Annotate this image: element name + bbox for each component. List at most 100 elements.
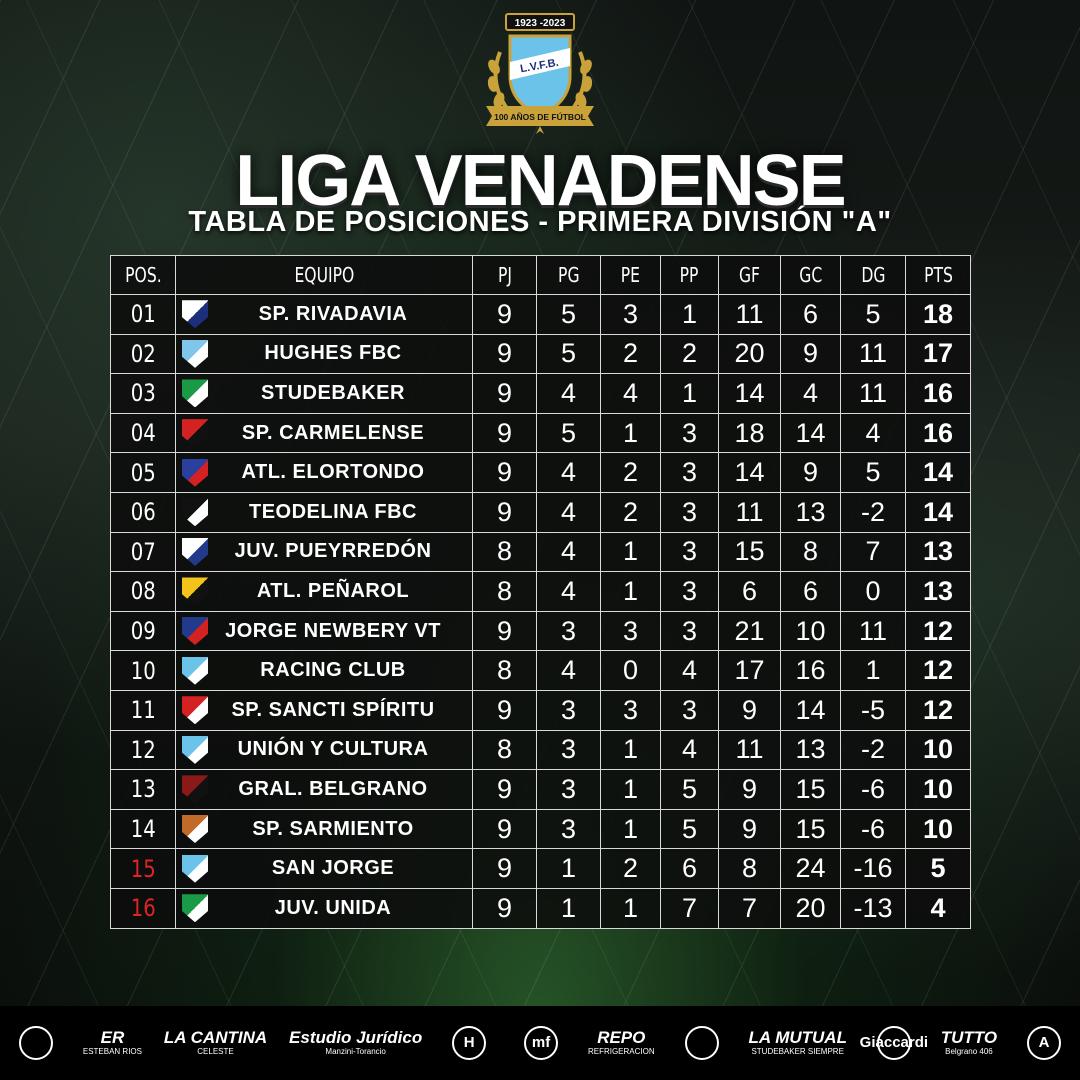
goals-against-cell: 6 xyxy=(780,571,841,612)
sponsor-name: ER xyxy=(100,1028,125,1048)
won-cell: 3 xyxy=(536,610,601,652)
sponsor-tagline: STUDEBAKER SIEMPRE xyxy=(751,1046,844,1056)
goals-against-cell: 15 xyxy=(780,808,841,850)
team-name: SAN JORGE xyxy=(271,857,395,880)
played-cell: 9 xyxy=(472,689,537,731)
goal-difference-cell: -6 xyxy=(840,808,906,850)
team-name: JORGE NEWBERY VT xyxy=(225,619,441,642)
table-row: 03 STUDEBAKER 9 4 4 1 14 4 11 16 xyxy=(110,373,971,414)
drawn-cell: 2 xyxy=(600,491,661,533)
drawn-cell: 1 xyxy=(600,729,661,771)
points-cell: 10 xyxy=(905,729,971,771)
played-cell: 9 xyxy=(472,769,537,810)
points-cell: 10 xyxy=(905,808,971,850)
team-cell: ATL. ELORTONDO xyxy=(175,452,473,493)
position-cell: 01 xyxy=(110,294,176,335)
position-number: 07 xyxy=(130,537,156,566)
lost-cell: 5 xyxy=(660,769,719,810)
drawn-cell: 3 xyxy=(600,689,661,731)
sponsor-logo: mf xyxy=(516,1026,566,1060)
team-shield-icon xyxy=(182,775,208,804)
goals-for-cell: 6 xyxy=(718,571,781,612)
table-row: 16 JUV. UNIDA 9 1 1 7 7 20 -13 4 xyxy=(110,887,971,929)
goals-for-cell: 7 xyxy=(718,887,781,929)
sponsor-logo: LA CANTINA CELESTE xyxy=(164,1029,267,1056)
won-cell: 3 xyxy=(536,689,601,731)
won-cell: 5 xyxy=(536,412,601,454)
shield-logo-icon xyxy=(684,1026,719,1060)
sponsor-tagline: REFRIGERACION xyxy=(587,1046,655,1056)
lost-cell: 2 xyxy=(660,333,719,375)
team-cell: SP. RIVADAVIA xyxy=(175,294,473,335)
position-number: 02 xyxy=(130,339,156,368)
sponsor-logo: Giaccardi xyxy=(860,1026,928,1060)
won-cell: 4 xyxy=(536,650,601,691)
team-cell: HUGHES FBC xyxy=(175,333,473,375)
lost-cell: 3 xyxy=(660,689,719,731)
goals-for-cell: 11 xyxy=(718,294,781,335)
sponsor-name: LA CANTINA xyxy=(163,1028,268,1048)
team-cell: JORGE NEWBERY VT xyxy=(175,610,473,652)
sponsor-logo: H xyxy=(444,1026,494,1060)
team-shield-icon xyxy=(182,656,208,685)
sponsor-logo: A xyxy=(1019,1026,1069,1060)
drawn-cell: 1 xyxy=(600,571,661,612)
table-row: 11 SP. SANCTI SPÍRITU 9 3 3 3 9 14 -5 12 xyxy=(110,689,971,731)
sponsors-bar: ER ESTEBAN RIOS LA CANTINA CELESTE Estudio J… xyxy=(0,1006,1080,1080)
sponsor-name: TUTTO xyxy=(940,1028,998,1048)
goals-for-cell: 9 xyxy=(718,769,781,810)
played-cell: 9 xyxy=(472,887,537,929)
played-cell: 8 xyxy=(472,531,537,573)
header-dg: DG xyxy=(840,255,906,295)
team-name: SP. SARMIENTO xyxy=(252,817,414,840)
table-row: 07 JUV. PUEYRREDÓN 8 4 1 3 15 8 7 13 xyxy=(110,531,971,573)
team-shield-icon xyxy=(182,300,208,329)
team-shield-icon xyxy=(182,577,208,606)
position-number: 06 xyxy=(130,498,156,527)
lost-cell: 3 xyxy=(660,412,719,454)
won-cell: 4 xyxy=(536,491,601,533)
position-cell: 04 xyxy=(110,412,176,454)
table-row: 05 ATL. ELORTONDO 9 4 2 3 14 9 5 14 xyxy=(110,452,971,493)
goal-difference-cell: 7 xyxy=(840,531,906,573)
table-row: 13 GRAL. BELGRANO 9 3 1 5 9 15 -6 10 xyxy=(110,769,971,810)
position-number: 08 xyxy=(130,577,156,606)
lost-cell: 3 xyxy=(660,491,719,533)
lost-cell: 3 xyxy=(660,452,719,493)
played-cell: 8 xyxy=(472,571,537,612)
team-shield-icon xyxy=(182,894,208,923)
team-name: ATL. ELORTONDO xyxy=(241,461,425,484)
position-number: 12 xyxy=(130,735,156,764)
played-cell: 9 xyxy=(472,333,537,375)
points-cell: 16 xyxy=(905,412,971,454)
position-number: 01 xyxy=(130,300,156,329)
team-shield-icon xyxy=(182,498,208,527)
table-row: 04 SP. CARMELENSE 9 5 1 3 18 14 4 16 xyxy=(110,412,971,454)
position-number: 09 xyxy=(130,617,156,646)
table-row: 08 ATL. PEÑAROL 8 4 1 3 6 6 0 13 xyxy=(110,571,971,612)
header-pts: PTS xyxy=(905,255,971,295)
sponsor-logo xyxy=(11,1026,61,1060)
played-cell: 9 xyxy=(472,610,537,652)
sponsor-logo xyxy=(677,1026,727,1060)
goals-against-cell: 4 xyxy=(780,373,841,414)
points-cell: 12 xyxy=(905,689,971,731)
circle-logo-icon: H xyxy=(452,1026,487,1060)
lost-cell: 1 xyxy=(660,373,719,414)
sponsor-logo: Estudio Jurídico Manzini-Torancio xyxy=(289,1029,422,1056)
lost-cell: 1 xyxy=(660,294,719,335)
played-cell: 9 xyxy=(472,294,537,335)
team-cell: JUV. UNIDA xyxy=(175,887,473,929)
team-name: SP. RIVADAVIA xyxy=(258,302,408,325)
goal-difference-cell: 5 xyxy=(840,452,906,493)
team-name: RACING CLUB xyxy=(260,659,406,682)
sponsor-logo: REPO REFRIGERACION xyxy=(588,1029,655,1056)
header-pp: PP xyxy=(660,255,719,295)
team-cell: SP. CARMELENSE xyxy=(175,412,473,454)
position-number: 10 xyxy=(130,656,156,685)
points-cell: 16 xyxy=(905,373,971,414)
team-shield-icon xyxy=(182,419,208,448)
won-cell: 3 xyxy=(536,729,601,771)
played-cell: 8 xyxy=(472,650,537,691)
position-cell: 13 xyxy=(110,769,176,810)
